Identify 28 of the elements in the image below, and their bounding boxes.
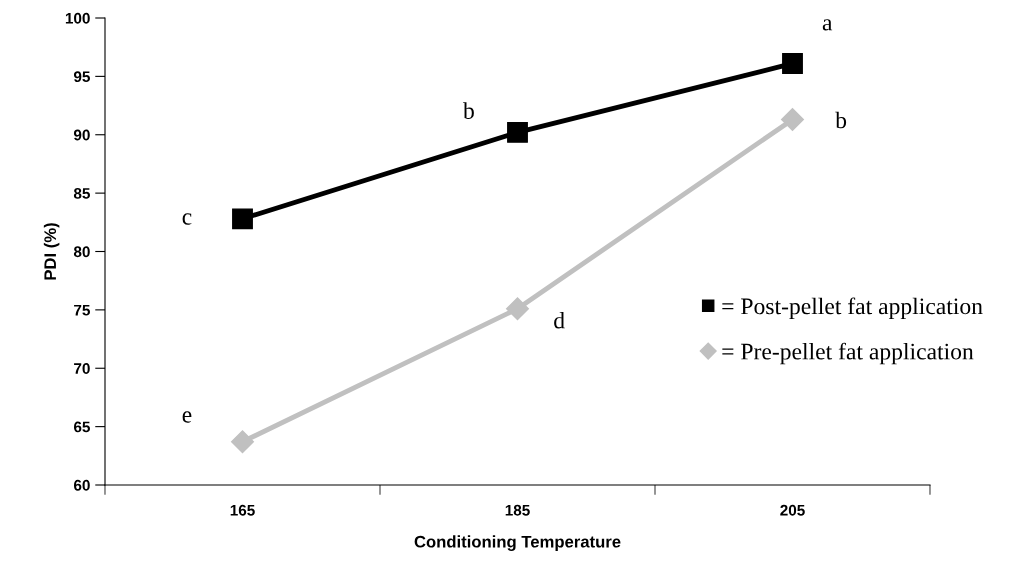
x-tick-label: 205 xyxy=(780,504,805,516)
point xyxy=(231,430,254,454)
x-axis-title: Conditioning Temperature xyxy=(414,535,621,551)
y-tick-label: 85 xyxy=(73,187,90,199)
y-tick-label: 75 xyxy=(74,304,90,316)
y-tick-label: 95 xyxy=(73,71,90,83)
annotation: e xyxy=(182,411,192,423)
point xyxy=(782,53,803,74)
legend-label: = Post-pellet fat application xyxy=(722,297,983,320)
y-tick-label: 90 xyxy=(73,129,90,141)
point xyxy=(507,121,528,143)
annotation: c xyxy=(182,213,192,225)
y-axis-title: PDI (%) xyxy=(43,223,60,280)
y-tick-label: 80 xyxy=(73,246,90,258)
y-tick-label: 65 xyxy=(73,421,90,433)
x-tick-label: 165 xyxy=(230,504,255,516)
point xyxy=(781,108,804,132)
annotation: d xyxy=(554,311,565,329)
legend-label: = Pre-pellet fat application xyxy=(722,342,974,365)
y-tick-label: 60 xyxy=(73,479,90,491)
annotation: b xyxy=(835,111,847,129)
x-tick-label: 185 xyxy=(505,504,530,516)
y-tick-label: 70 xyxy=(74,363,90,374)
annotation: b xyxy=(462,102,474,119)
point xyxy=(232,208,253,230)
annotation: a xyxy=(822,19,833,31)
y-tick-label: 100 xyxy=(65,12,90,24)
point xyxy=(506,297,529,321)
